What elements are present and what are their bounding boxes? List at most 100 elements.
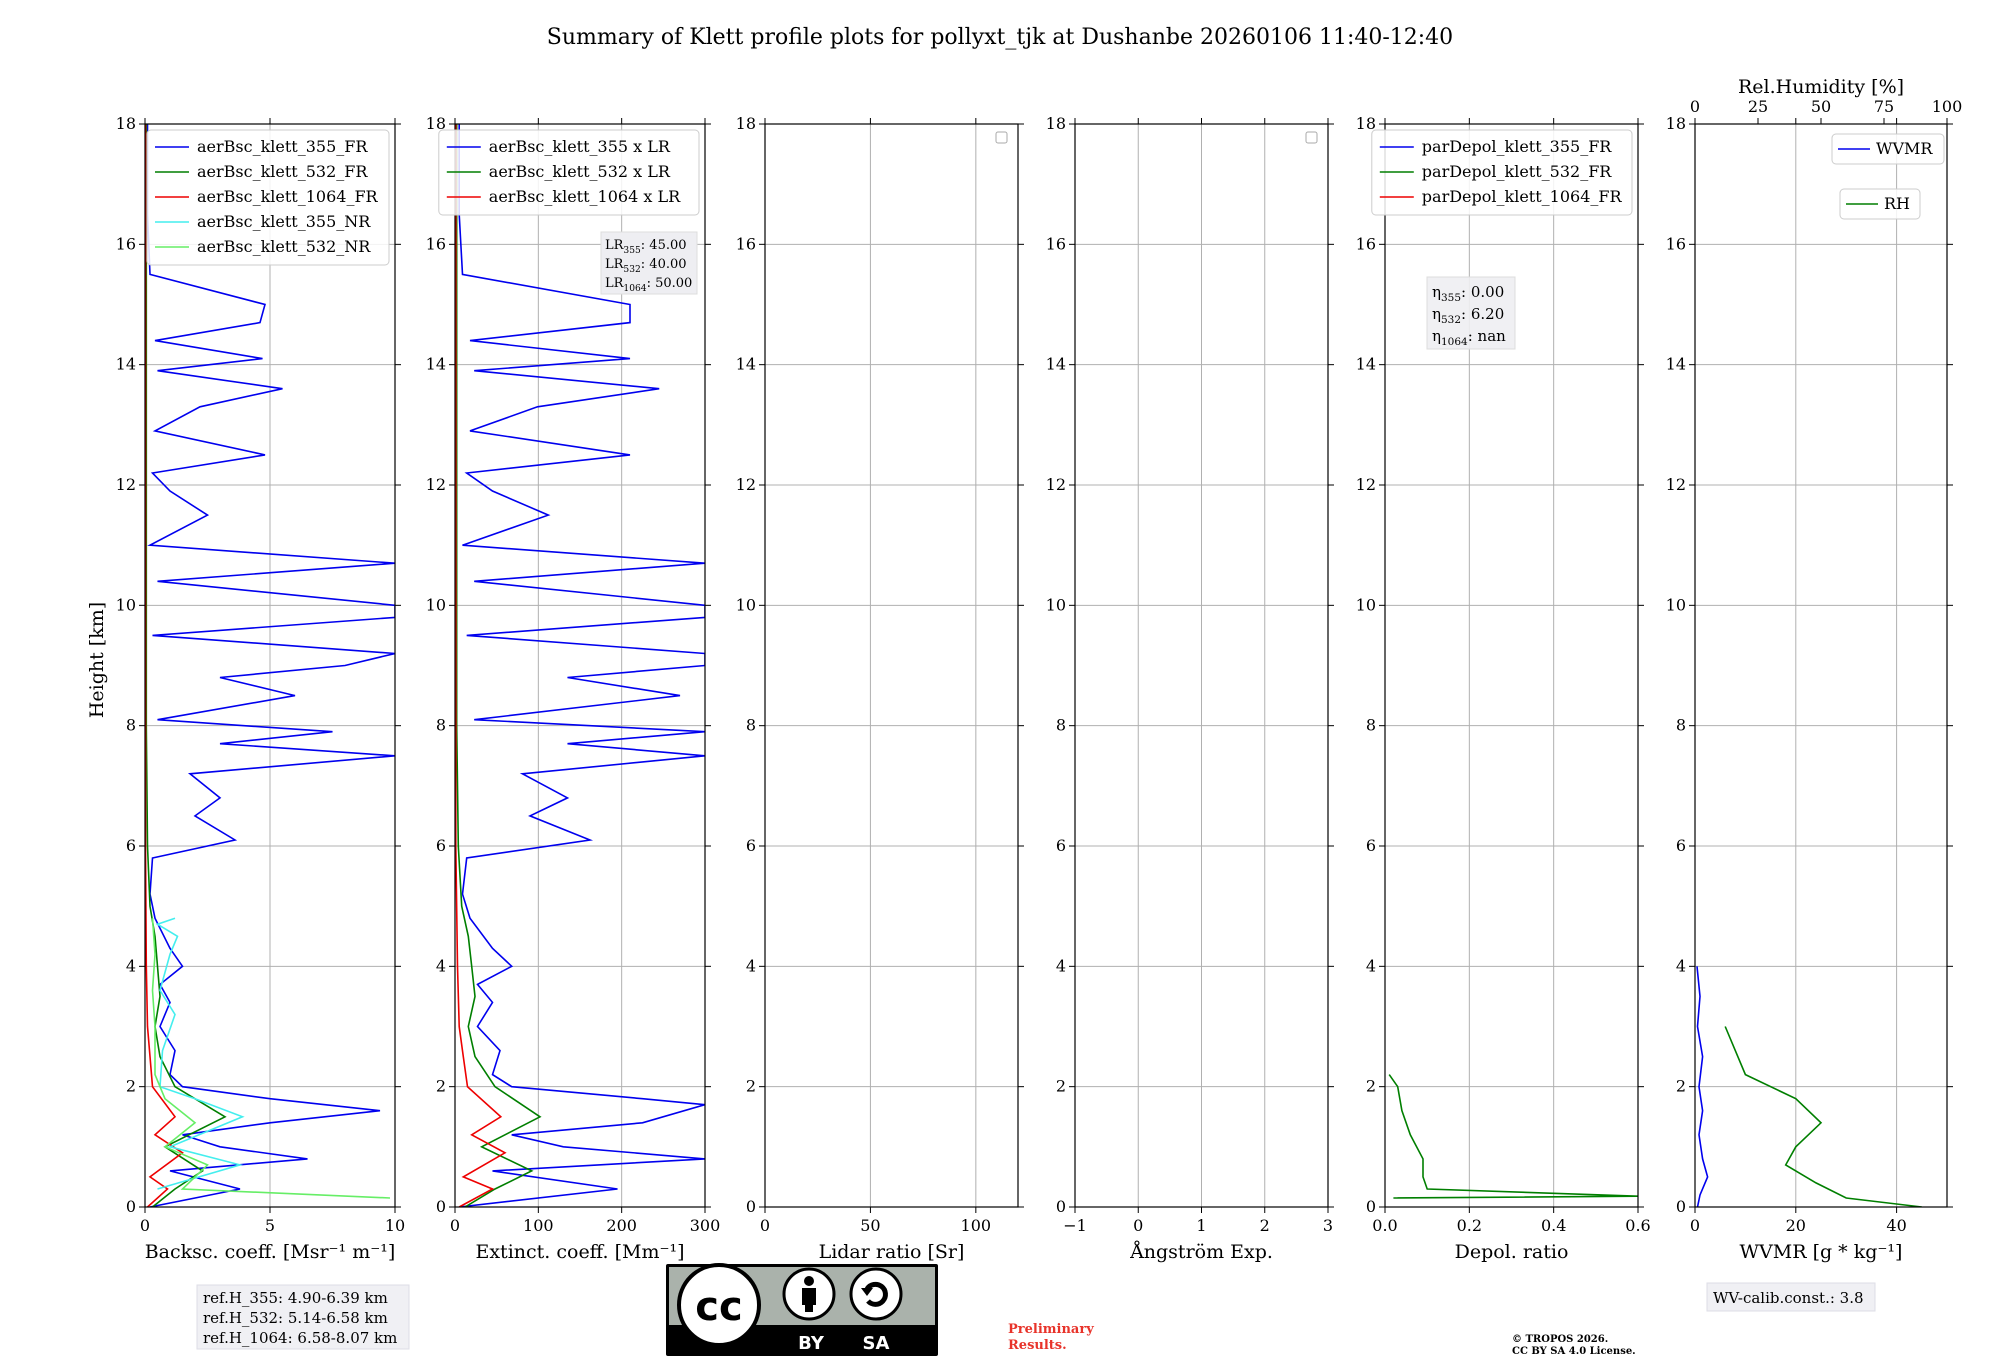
x-tick-label: 0 bbox=[140, 1216, 150, 1235]
series-aerBsc_klett_355_FR bbox=[146, 124, 395, 1207]
cc-icon: cc bbox=[677, 1263, 761, 1347]
y-tick-label: 12 bbox=[426, 475, 446, 494]
y-tick-label: 12 bbox=[736, 475, 756, 494]
legend-entry: RH bbox=[1884, 194, 1910, 213]
y-tick-label: 16 bbox=[736, 234, 756, 253]
x-tick-label: 40 bbox=[1886, 1216, 1906, 1235]
ref-height-1064: ref.H_1064: 6.58-8.07 km bbox=[203, 1329, 397, 1347]
y-tick-label: 6 bbox=[126, 836, 136, 855]
top-x-tick-label: 25 bbox=[1748, 97, 1768, 116]
svg-text:cc: cc bbox=[695, 1284, 742, 1330]
copyright-line-2: CC BY SA 4.0 License. bbox=[1512, 1346, 1636, 1357]
x-axis-label: Lidar ratio [Sr] bbox=[819, 1241, 965, 1263]
y-tick-label: 10 bbox=[426, 595, 446, 614]
top-x-tick-label: 100 bbox=[1932, 97, 1963, 116]
x-axis-label: Ångström Exp. bbox=[1129, 1241, 1273, 1263]
series-aerBsc_klett_532 x LR bbox=[455, 124, 542, 1207]
series-aerBsc_klett_532_FR bbox=[145, 124, 227, 1207]
preliminary-label: Preliminary bbox=[1008, 1322, 1094, 1337]
license-sa: SA bbox=[863, 1333, 890, 1354]
y-tick-label: 0 bbox=[1676, 1197, 1686, 1216]
x-tick-label: 0 bbox=[450, 1216, 460, 1235]
legend: RH bbox=[1839, 188, 1921, 220]
x-tick-label: 200 bbox=[606, 1216, 637, 1235]
ref-height-532: ref.H_532: 5.14-6.58 km bbox=[203, 1309, 388, 1327]
y-tick-label: 8 bbox=[436, 716, 446, 735]
y-tick-label: 8 bbox=[1056, 716, 1066, 735]
copyright-line-1: © TROPOS 2026. bbox=[1512, 1334, 1608, 1345]
x-tick-label: 1 bbox=[1196, 1216, 1206, 1235]
reference-heights-box: ref.H_355: 4.90-6.39 km ref.H_532: 5.14-… bbox=[196, 1284, 410, 1350]
series-aerBsc_klett_1064_FR bbox=[145, 124, 184, 1207]
y-tick-label: 4 bbox=[1676, 956, 1686, 975]
figure-title: Summary of Klett profile plots for polly… bbox=[547, 25, 1453, 50]
lidar-ratio-label: LR355: 45.00 bbox=[605, 238, 687, 256]
y-tick-label: 2 bbox=[1056, 1077, 1066, 1096]
legend-entry: aerBsc_klett_532_FR bbox=[197, 162, 368, 181]
y-tick-label: 10 bbox=[116, 595, 136, 614]
legend-box bbox=[438, 129, 700, 216]
series-WVMR bbox=[1696, 966, 1709, 1207]
legend: parDepol_klett_355_FR parDepol_klett_532_… bbox=[1371, 129, 1633, 216]
x-tick-label: 0.0 bbox=[1372, 1216, 1397, 1235]
lidar-ratio-label: LR1064: 50.00 bbox=[605, 276, 692, 294]
legend: aerBsc_klett_355_FR aerBsc_klett_532_FRae… bbox=[146, 129, 390, 266]
series-group bbox=[145, 124, 395, 1207]
legend-entry: aerBsc_klett_355_FR bbox=[197, 137, 368, 156]
axes-frame bbox=[764, 123, 1019, 1208]
y-tick-label: 8 bbox=[1676, 716, 1686, 735]
empty-legend-box bbox=[1305, 131, 1318, 144]
x-tick-label: 3 bbox=[1323, 1216, 1333, 1235]
y-tick-label: 12 bbox=[1046, 475, 1066, 494]
x-tick-label: 300 bbox=[690, 1216, 721, 1235]
lidar-ratio-label: LR532: 40.00 bbox=[605, 257, 687, 275]
y-tick-label: 4 bbox=[1366, 956, 1376, 975]
series-group bbox=[1696, 966, 1922, 1207]
legend-box bbox=[146, 129, 390, 266]
legend-entry: parDepol_klett_1064_FR bbox=[1422, 187, 1623, 206]
legend-entry: aerBsc_klett_355 x LR bbox=[489, 137, 671, 156]
x-tick-label: 0.4 bbox=[1541, 1216, 1566, 1235]
y-tick-label: 8 bbox=[126, 716, 136, 735]
series-parDepol_klett_532_FR bbox=[1388, 1074, 1638, 1199]
panel-extinction: 0 2 4 6 8 10 12 14 16 18 0 100 200 300 Extinct. coeff.… bbox=[426, 114, 721, 1263]
wv-calib-label: WV-calib.const.: 3.8 bbox=[1713, 1289, 1864, 1307]
y-tick-label: 12 bbox=[1356, 475, 1376, 494]
y-tick-label: 16 bbox=[116, 234, 136, 253]
license-badge: cc BY SA bbox=[666, 1263, 938, 1356]
x-tick-label: 10 bbox=[385, 1216, 405, 1235]
y-tick-label: 4 bbox=[126, 956, 136, 975]
x-tick-label: 0 bbox=[1133, 1216, 1143, 1235]
x-tick-label: 0.6 bbox=[1625, 1216, 1650, 1235]
y-tick-label: 18 bbox=[116, 114, 136, 133]
legend-box bbox=[1831, 133, 1945, 165]
y-tick-label: 6 bbox=[436, 836, 446, 855]
preliminary-label-2: Results. bbox=[1008, 1338, 1067, 1353]
y-axis-label: Height [km] bbox=[86, 602, 108, 718]
top-x-tick-label: 50 bbox=[1811, 97, 1831, 116]
ref-height-355: ref.H_355: 4.90-6.39 km bbox=[203, 1289, 388, 1307]
axes-frame bbox=[1384, 123, 1639, 1208]
axes-frame bbox=[454, 123, 706, 1208]
y-tick-label: 0 bbox=[1366, 1197, 1376, 1216]
eta-label: η355: 0.00 bbox=[1432, 283, 1504, 304]
legend-entry: aerBsc_klett_1064_FR bbox=[197, 187, 379, 206]
legend-box bbox=[1839, 188, 1921, 220]
y-tick-label: 10 bbox=[1046, 595, 1066, 614]
series-aerBsc_klett_355_NR bbox=[155, 917, 245, 1190]
y-tick-label: 2 bbox=[436, 1077, 446, 1096]
y-tick-label: 6 bbox=[1056, 836, 1066, 855]
y-tick-label: 14 bbox=[116, 355, 136, 374]
x-tick-label: 50 bbox=[860, 1216, 880, 1235]
y-tick-label: 16 bbox=[1666, 234, 1686, 253]
eta-label: η1064: nan bbox=[1432, 327, 1506, 348]
y-tick-label: 14 bbox=[1046, 355, 1066, 374]
series-aerBsc_klett_532_NR bbox=[151, 918, 391, 1199]
y-tick-label: 4 bbox=[436, 956, 446, 975]
panel-depol: 0 2 4 6 8 10 12 14 16 18 0.0 0.2 0.4 0.6 Depol. ratio p… bbox=[1356, 114, 1651, 1263]
y-tick-label: 18 bbox=[1356, 114, 1376, 133]
share-alike-icon bbox=[849, 1267, 903, 1321]
x-axis-label: Backsc. coeff. [Msr⁻¹ m⁻¹] bbox=[145, 1241, 396, 1263]
y-tick-label: 18 bbox=[1666, 114, 1686, 133]
